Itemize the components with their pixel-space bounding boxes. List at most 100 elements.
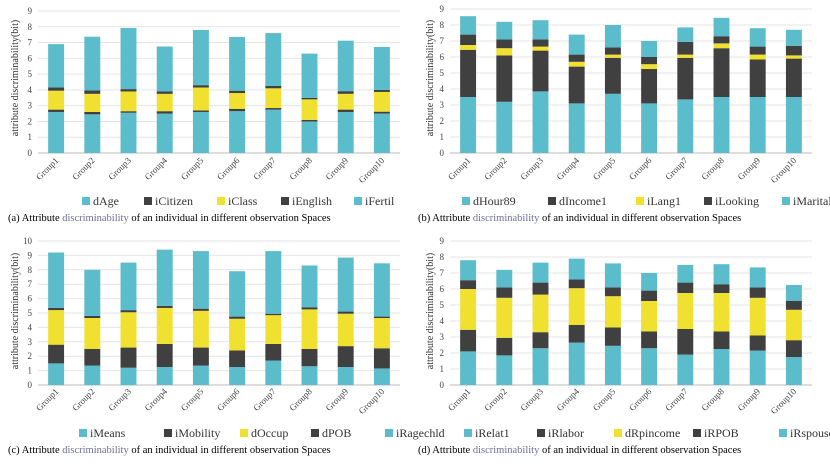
bar-segment-b-iLooking-Group10: [785, 45, 802, 56]
y-tick-label-c-1: 1: [28, 366, 33, 376]
x-tick-label-d-Group2: Group2: [482, 386, 509, 413]
bar-segment-d-iRspouse-Group7: [677, 265, 694, 283]
x-tick-label-a-Group9: Group9: [324, 155, 351, 182]
x-tick-label-c-Group5: Group5: [179, 386, 206, 413]
caption-d-part-0: (d) Attribute: [418, 445, 473, 456]
bar-segment-c-dPOB-Group6: [229, 316, 246, 319]
bar-segment-d-iRPOB-Group7: [677, 282, 694, 293]
bar-segment-a-iCitizen-Group9: [337, 109, 354, 112]
x-tick-label-b-Group2: Group2: [482, 155, 509, 182]
bar-segment-b-iLooking-Group7: [677, 41, 694, 55]
bar-segment-b-dIncome1-Group4: [568, 66, 585, 104]
caption-b-part-2: of an individual in different observatio…: [539, 213, 741, 224]
bar-segment-a-iFertil-Group2: [84, 36, 101, 91]
bar-segment-b-iMarital-Group10: [785, 29, 802, 46]
x-tick-label-c-Group4: Group4: [143, 386, 170, 413]
bar-segment-b-dIncome1-Group8: [713, 48, 730, 97]
bar-segment-d-iRelat1-Group10: [785, 357, 802, 385]
x-tick-label-a-Group5: Group5: [179, 155, 206, 182]
x-tick-label-a-Group8: Group8: [287, 155, 314, 182]
legend-label-b-iLooking: iLooking: [715, 194, 759, 208]
bar-segment-c-dOccup-Group9: [337, 313, 354, 347]
legend-label-d-dRpincome: dRpincome: [625, 426, 680, 440]
y-tick-label-c-6: 6: [28, 294, 33, 304]
legend-swatch-a-iFertil: [354, 197, 362, 205]
bar-segment-a-iFertil-Group9: [337, 40, 354, 92]
x-tick-label-a-Group6: Group6: [215, 155, 242, 182]
y-tick-label-c-0: 0: [28, 380, 33, 390]
bar-segment-b-iMarital-Group9: [749, 28, 766, 47]
x-tick-label-b-Group7: Group7: [663, 155, 690, 182]
legend-label-c-iRagechld: iRagechld: [396, 426, 445, 440]
y-tick-label-d-4: 4: [440, 316, 445, 326]
legend-label-a-iCitizen: iCitizen: [155, 194, 193, 208]
legend-label-c-dPOB: dPOB: [322, 426, 351, 440]
bar-segment-a-iFertil-Group1: [48, 44, 65, 88]
bar-segment-c-iMobility-Group3: [120, 347, 137, 368]
x-tick-label-a-Group10: Group10: [357, 155, 387, 185]
bar-segment-a-dAge-Group1: [48, 111, 65, 153]
bar-segment-d-iRspouse-Group4: [568, 258, 585, 280]
y-tick-label-a-1: 1: [28, 132, 33, 142]
y-tick-label-c-10: 10: [23, 236, 33, 246]
bar-segment-a-iEnglish-Group5: [192, 85, 209, 88]
bar-segment-d-iRlabor-Group1: [460, 329, 477, 352]
caption-a-part-1: discriminability: [62, 213, 129, 224]
bar-segment-a-iClass-Group6: [229, 93, 246, 109]
x-tick-label-d-Group4: Group4: [555, 386, 582, 413]
bar-segment-c-iMobility-Group2: [84, 349, 101, 366]
bar-segment-c-iRagechld-Group3: [120, 262, 137, 311]
caption-b: (b) Attribute discriminability of an ind…: [418, 213, 741, 224]
legend-swatch-a-iCitizen: [144, 197, 152, 205]
bar-segment-b-iMarital-Group5: [604, 25, 621, 48]
legend-swatch-a-iClass: [217, 197, 225, 205]
bar-segment-c-iMobility-Group4: [156, 343, 173, 367]
bar-segment-d-dRpincome-Group5: [604, 296, 621, 328]
legend-swatch-b-iLang1: [636, 197, 644, 205]
bar-segment-d-dRpincome-Group4: [568, 288, 585, 325]
legend-swatch-d-iRlabor: [537, 429, 545, 437]
bar-segment-a-iEnglish-Group9: [337, 91, 354, 94]
bar-segment-a-iCitizen-Group8: [301, 119, 318, 122]
bar-segment-d-iRelat1-Group2: [496, 355, 513, 385]
bar-segment-a-dAge-Group9: [337, 111, 354, 153]
caption-d-part-1: discriminability: [473, 445, 540, 456]
bar-segment-c-iRagechld-Group8: [301, 265, 318, 308]
legend-label-d-iRPOB: iRPOB: [704, 426, 739, 440]
legend-label-a-iFertil: iFertil: [365, 194, 395, 208]
bar-segment-b-dHour89-Group9: [749, 97, 766, 153]
bar-segment-b-dHour89-Group6: [641, 103, 658, 153]
y-tick-label-c-5: 5: [28, 308, 33, 318]
bar-segment-c-iMobility-Group6: [229, 350, 246, 367]
y-axis-label-a: attribute discriminability(bit): [10, 20, 21, 136]
bar-segment-a-dAge-Group7: [265, 109, 282, 153]
caption-d-part-2: of an individual in different observatio…: [539, 445, 741, 456]
chart-panel-a: 0 1 2 3 4 5 6 7 8 9 attribute discriminability(bit…: [8, 6, 400, 224]
bar-segment-b-iMarital-Group6: [641, 41, 658, 57]
bar-segment-d-iRlabor-Group9: [749, 335, 766, 351]
y-tick-label-b-5: 5: [440, 68, 445, 78]
y-tick-label-d-7: 7: [440, 268, 445, 278]
y-tick-label-c-3: 3: [28, 337, 33, 347]
bar-segment-d-iRspouse-Group10: [785, 285, 802, 301]
legend-swatch-d-dRpincome: [614, 429, 622, 437]
bar-segment-b-iLang1-Group1: [460, 45, 477, 50]
y-tick-label-c-4: 4: [28, 322, 33, 332]
bar-segment-c-dPOB-Group2: [84, 315, 101, 319]
bar-segment-c-dOccup-Group8: [301, 309, 318, 349]
legend-swatch-c-dOccup: [240, 429, 248, 437]
y-tick-label-b-4: 4: [440, 84, 445, 94]
bar-segment-d-iRelat1-Group1: [460, 351, 477, 385]
bar-segment-b-iLang1-Group5: [604, 54, 621, 58]
bar-segment-a-iClass-Group3: [120, 91, 137, 112]
bar-segment-b-dIncome1-Group5: [604, 57, 621, 94]
bar-segment-d-iRPOB-Group2: [496, 287, 513, 298]
bar-segment-d-iRlabor-Group4: [568, 325, 585, 343]
bar-segment-c-dPOB-Group1: [48, 307, 65, 311]
bar-segment-c-dOccup-Group2: [84, 318, 101, 349]
bar-segment-a-iCitizen-Group10: [373, 111, 390, 114]
legend-label-b-dHour89: dHour89: [473, 194, 516, 208]
y-axis-label-b: attribute discriminability(bit): [425, 20, 436, 136]
bar-segment-d-iRspouse-Group6: [641, 273, 658, 291]
bar-segment-c-dOccup-Group7: [265, 315, 282, 344]
